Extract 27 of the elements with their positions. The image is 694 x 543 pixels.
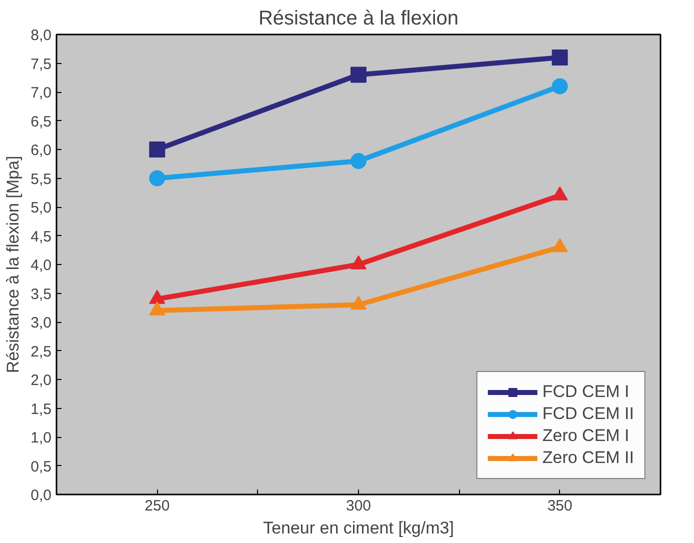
x-tick-label: 300	[346, 498, 372, 514]
x-tick-label: 250	[144, 498, 170, 514]
legend-label: FCD CEM I	[542, 382, 630, 402]
y-tick-label: 7,5	[30, 56, 52, 73]
y-tick-label: 3,5	[30, 286, 52, 303]
y-axis-title: Résistance à la flexion [Mpa]	[4, 156, 23, 374]
y-tick-label: 0,5	[30, 458, 52, 476]
chart-title: Résistance à la flexion	[258, 8, 459, 30]
y-tick-label: 3,0	[30, 314, 52, 332]
y-tick-label: 7,0	[30, 84, 52, 102]
y-tick-label: 4,0	[30, 257, 52, 274]
y-tick-label: 4,5	[30, 228, 52, 246]
y-tick-label: 0,0	[30, 487, 52, 504]
y-tick-label: 2,5	[30, 343, 52, 360]
y-tick-label: 1,0	[30, 430, 52, 446]
y-tick-label: 1,5	[30, 400, 52, 418]
y-tick-label: 6,0	[30, 142, 52, 159]
y-tick-label: 8,0	[30, 27, 52, 44]
legend-label: Zero CEM II	[542, 448, 634, 468]
y-tick-label: 5,0	[30, 200, 52, 216]
x-tick-label: 350	[547, 498, 572, 514]
x-axis-title: Teneur en ciment [kg/m3]	[263, 518, 454, 538]
y-tick-label: 6,5	[30, 113, 52, 130]
legend-label: FCD CEM II	[542, 404, 634, 424]
y-tick-label: 2,0	[30, 372, 52, 389]
y-tick-label: 5,5	[30, 170, 52, 188]
legend-label: Zero CEM I	[542, 426, 630, 446]
